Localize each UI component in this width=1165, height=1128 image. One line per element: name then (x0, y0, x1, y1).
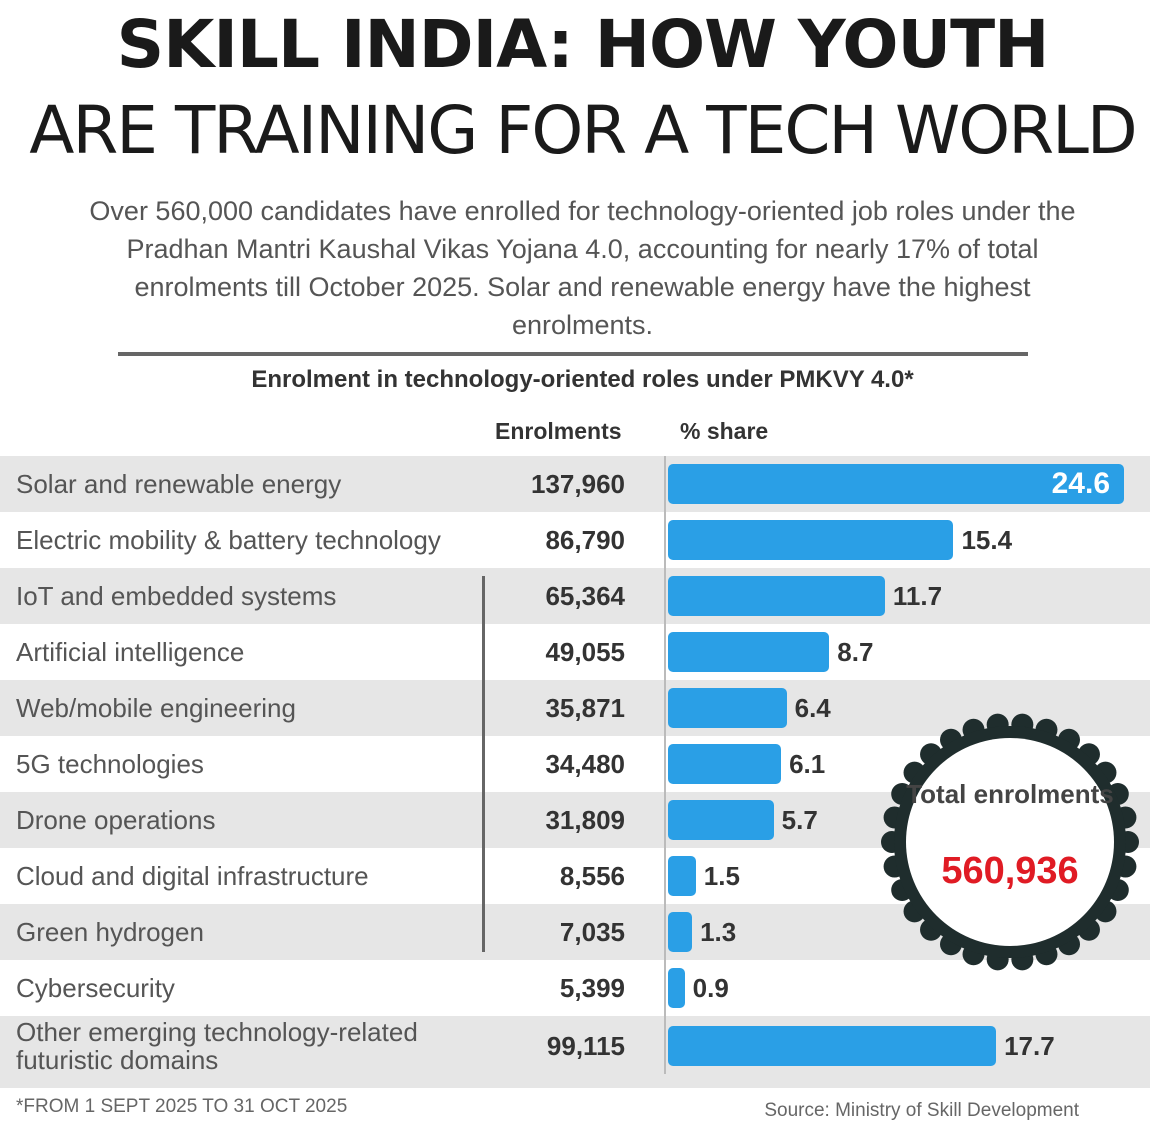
bar (668, 632, 830, 672)
category-label: 5G technologies (16, 749, 204, 779)
category-label: Green hydrogen (16, 917, 204, 947)
title-line-2: ARE TRAINING FOR A TECH WORLD (29, 92, 1137, 169)
enrolment-value: 137,960 (531, 468, 625, 499)
bar-axis-line (664, 456, 666, 1076)
category-label: Web/mobile engineering (16, 693, 296, 723)
share-label: 8.7 (837, 636, 874, 667)
chart-row: Cybersecurity 5,399 0.9 (0, 960, 1150, 1016)
badge-face (906, 738, 1114, 946)
enrolment-value: 35,871 (545, 692, 625, 723)
bar (668, 464, 1124, 504)
share-label: 11.7 (892, 580, 943, 611)
column-divider (482, 576, 485, 952)
chart-row: Cloud and digital infrastructure 8,556 1.5 (0, 848, 1150, 904)
bar (668, 1026, 997, 1066)
bar (668, 744, 782, 784)
category-label: Cloud and digital infrastructure (16, 861, 369, 891)
category-label: Artificial intelligence (16, 637, 245, 667)
share-label: 1.5 (703, 860, 740, 891)
share-label: 0.9 (692, 972, 729, 1003)
bottom-band (0, 1074, 1150, 1088)
enrolment-value: 34,480 (545, 748, 625, 779)
enrolment-value: 5,399 (559, 972, 625, 1003)
gear-ring-icon (881, 713, 1139, 971)
share-label: 15.4 (961, 524, 1013, 555)
divider (118, 352, 1028, 356)
chart-row: Other emerging technology-related futuri… (0, 1016, 1150, 1076)
share-label: 1.3 (700, 916, 737, 947)
chart-row: Electric mobility & battery technology 86… (0, 512, 1150, 568)
enrolment-value: 49,055 (545, 636, 625, 667)
share-label: 6.1 (789, 748, 826, 779)
chart-row: 5G technologies 34,480 6.1 (0, 736, 1150, 792)
subtitle: Over 560,000 candidates have enrolled fo… (89, 196, 1076, 340)
category-label: Cybersecurity (16, 973, 175, 1003)
enrolment-value: 7,035 (559, 916, 625, 947)
bar (668, 520, 954, 560)
column-header-share: % share (680, 418, 769, 444)
total-label: Total enrolments (906, 779, 1114, 809)
enrolment-value: 31,809 (545, 804, 625, 835)
source-note: Source: Ministry of Skill Development (764, 1100, 1079, 1121)
bar (668, 800, 774, 840)
total-value: 560,936 (941, 850, 1079, 892)
category-label: Other emerging technology-related futuri… (16, 1017, 418, 1075)
enrolment-value: 86,790 (545, 524, 625, 555)
chart-row: IoT and embedded systems 65,364 11.7 (0, 568, 1150, 624)
chart-row: Solar and renewable energy 137,960 24.6 (0, 456, 1150, 512)
footnote: *FROM 1 SEPT 2025 TO 31 OCT 2025 (16, 1096, 348, 1117)
chart-title: Enrolment in technology-oriented roles u… (251, 366, 914, 393)
enrolment-value: 65,364 (545, 580, 625, 611)
share-label: 24.6 (1051, 467, 1110, 500)
chart-row: Web/mobile engineering 35,871 6.4 (0, 680, 1150, 736)
share-label: 17.7 (1004, 1030, 1055, 1061)
enrolment-value: 8,556 (559, 860, 625, 891)
bar (668, 856, 696, 896)
column-header-enrolments: Enrolments (495, 418, 622, 444)
category-label: Electric mobility & battery technology (16, 525, 441, 555)
bar (668, 576, 885, 616)
bar (668, 912, 693, 952)
total-badge: Total enrolments 560,936 (878, 710, 1142, 974)
bar (668, 968, 685, 1008)
enrolment-value: 99,115 (546, 1030, 625, 1061)
category-label: IoT and embedded systems (16, 581, 337, 611)
category-label: Solar and renewable energy (16, 469, 342, 499)
share-label: 6.4 (794, 692, 831, 723)
title-line-1: SKILL INDIA: HOW YOUTH (116, 6, 1050, 83)
bar (668, 688, 787, 728)
share-label: 5.7 (781, 804, 818, 835)
chart-row: Artificial intelligence 49,055 8.7 (0, 624, 1150, 680)
category-label: Drone operations (16, 805, 216, 835)
